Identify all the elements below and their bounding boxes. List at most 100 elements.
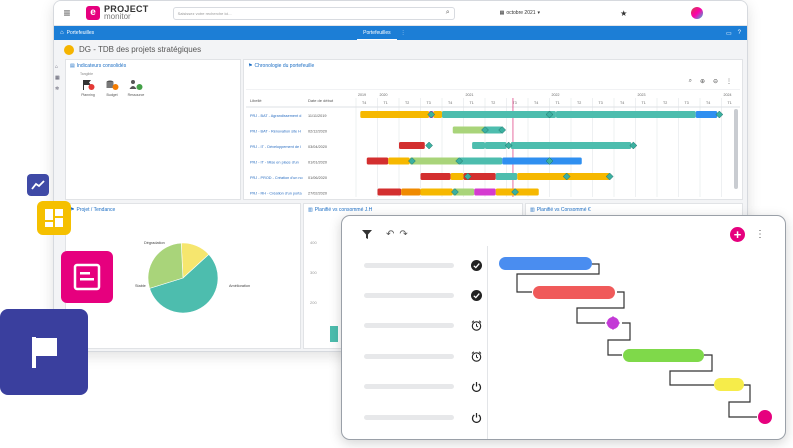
quarter-label: T1 (728, 101, 732, 105)
project-row-date: 11/11/2019 (308, 114, 326, 118)
page-title: DG - TDB des projets stratégiques (79, 45, 202, 54)
add-button[interactable]: + (730, 227, 745, 242)
milestone-diamond (481, 126, 489, 134)
menu-icon[interactable]: ≡ (63, 6, 71, 20)
logo-subtitle: monitor (104, 12, 131, 21)
quarter-label: T3 (427, 101, 431, 105)
nav-bar: ⌂ Portefeuilles Portefeuilles ⋮ ▭ ? (54, 26, 747, 40)
pie-label-left: Stable (135, 284, 146, 288)
task-row[interactable] (364, 318, 482, 332)
logo-title: PROJECT (104, 4, 149, 14)
bar (330, 326, 338, 342)
task-row[interactable] (364, 349, 482, 363)
year-label: 2021 (466, 93, 474, 97)
pie-slice (147, 242, 184, 289)
task-row[interactable] (364, 410, 482, 424)
search-icon[interactable]: ⌕ (688, 78, 692, 84)
rail-home-icon[interactable]: ⌂ (55, 64, 59, 70)
dependency-link (728, 384, 757, 418)
timeline-segment (485, 142, 507, 149)
power-icon (471, 381, 482, 392)
chat-icon[interactable]: ▭ (725, 30, 732, 37)
filter-icon[interactable] (362, 230, 372, 239)
top-bar: ≡ e PROJECT monitor Saisissez votre rech… (54, 1, 747, 26)
timeline-segment (495, 173, 518, 180)
task-placeholder (364, 292, 454, 298)
task-row[interactable] (364, 288, 482, 302)
rail-grid-icon[interactable]: ▦ (55, 75, 60, 81)
quarter-label: T1 (470, 101, 474, 105)
task-row[interactable] (364, 379, 482, 393)
task-placeholder (364, 322, 454, 328)
project-row-label: PRJ - BAT - Rénovation site H (250, 130, 301, 134)
y-tick: 200 (310, 300, 317, 305)
milestone-diamond (498, 126, 507, 134)
redo-icon[interactable]: ↷ (399, 229, 408, 240)
timeline-segment (459, 157, 503, 165)
project-row-date: 01/06/2020 (308, 176, 327, 180)
indicator-label: Planning (81, 93, 95, 97)
page-header: DG - TDB des projets stratégiques (54, 40, 747, 59)
year-label: 2022 (552, 93, 560, 97)
more-options-icon[interactable]: ⋮ (726, 79, 732, 85)
home-icon[interactable]: ⌂ (60, 30, 64, 36)
indicators-icon: ▤ (70, 63, 75, 69)
timeline-segment (420, 173, 451, 180)
milestone-diamond (451, 188, 459, 196)
dependency-link (516, 263, 600, 293)
alarm-icon (471, 350, 482, 362)
mini-gantt-card: ↶ ↷ + ⋮ (341, 215, 786, 440)
more-options-icon[interactable]: ⋮ (755, 229, 765, 240)
task-placeholder (364, 414, 454, 420)
timeline-segment (502, 157, 582, 165)
indicators-panel: ▤ Indicateurs consolidés Tangible Planni… (65, 59, 241, 200)
search-icon[interactable]: ⌕ (445, 9, 450, 16)
timeline-segment (366, 157, 389, 165)
quarter-label: T1 (384, 101, 388, 105)
timeline-segment (442, 111, 556, 118)
dashboard-tile (37, 201, 71, 235)
undo-icon[interactable]: ↶ (386, 229, 395, 240)
task-placeholder (364, 262, 454, 268)
project-row-label: PRJ - RH - Création d'un porta (250, 192, 302, 196)
tab-portefeuilles[interactable]: Portefeuilles (357, 26, 397, 40)
milestone-diamond (455, 157, 464, 165)
trend-pie-chart: Dégradation Stable Amélioration (135, 241, 250, 314)
quarter-label: T4 (620, 101, 624, 105)
task-placeholder (364, 353, 454, 359)
left-rail: ⌂ ▦ ✲ (54, 59, 61, 351)
timeline-segment (695, 111, 718, 118)
indicator-label: Ressource (127, 93, 145, 97)
zoom-out-icon[interactable]: ⊖ (712, 79, 718, 85)
indicator-ressource[interactable]: Ressource (128, 79, 144, 97)
bar-chart-icon: ▥ (530, 207, 535, 213)
indicator-planning[interactable]: Planning (80, 79, 96, 97)
quarter-label: T2 (663, 101, 667, 105)
indicator-budget[interactable]: Budget (104, 79, 120, 97)
task-bar-blue (499, 257, 592, 270)
favorite-star-icon[interactable]: ★ (620, 8, 628, 18)
rail-settings-icon[interactable]: ✲ (55, 86, 60, 92)
help-icon[interactable]: ? (737, 29, 741, 36)
avatar[interactable] (691, 7, 704, 19)
quarter-label: T3 (685, 101, 689, 105)
zoom-in-icon[interactable]: ⊕ (699, 79, 705, 85)
milestone-diamond (606, 316, 620, 330)
logo[interactable]: e PROJECT monitor (86, 5, 149, 21)
quarter-label: T4 (534, 101, 538, 105)
dependency-link (669, 354, 714, 386)
search-input[interactable]: Saisissez votre recherche ici... ⌕ (172, 6, 455, 20)
task-bar-red (533, 286, 615, 299)
task-row[interactable] (364, 258, 482, 272)
indicator-label: Budget (106, 93, 118, 97)
more-options-icon[interactable]: ⋮ (400, 30, 406, 36)
date-selector[interactable]: ▦ octobre 2021 ▾ (500, 10, 540, 16)
divider (487, 246, 488, 439)
end-milestone (758, 410, 772, 424)
plan-jh-chart: 400 300 200 (310, 240, 338, 342)
timeline-segment (452, 188, 475, 196)
milestone-diamond (545, 110, 554, 119)
project-row-date: 03/04/2020 (308, 145, 327, 149)
quarter-label: T1 (642, 101, 646, 105)
